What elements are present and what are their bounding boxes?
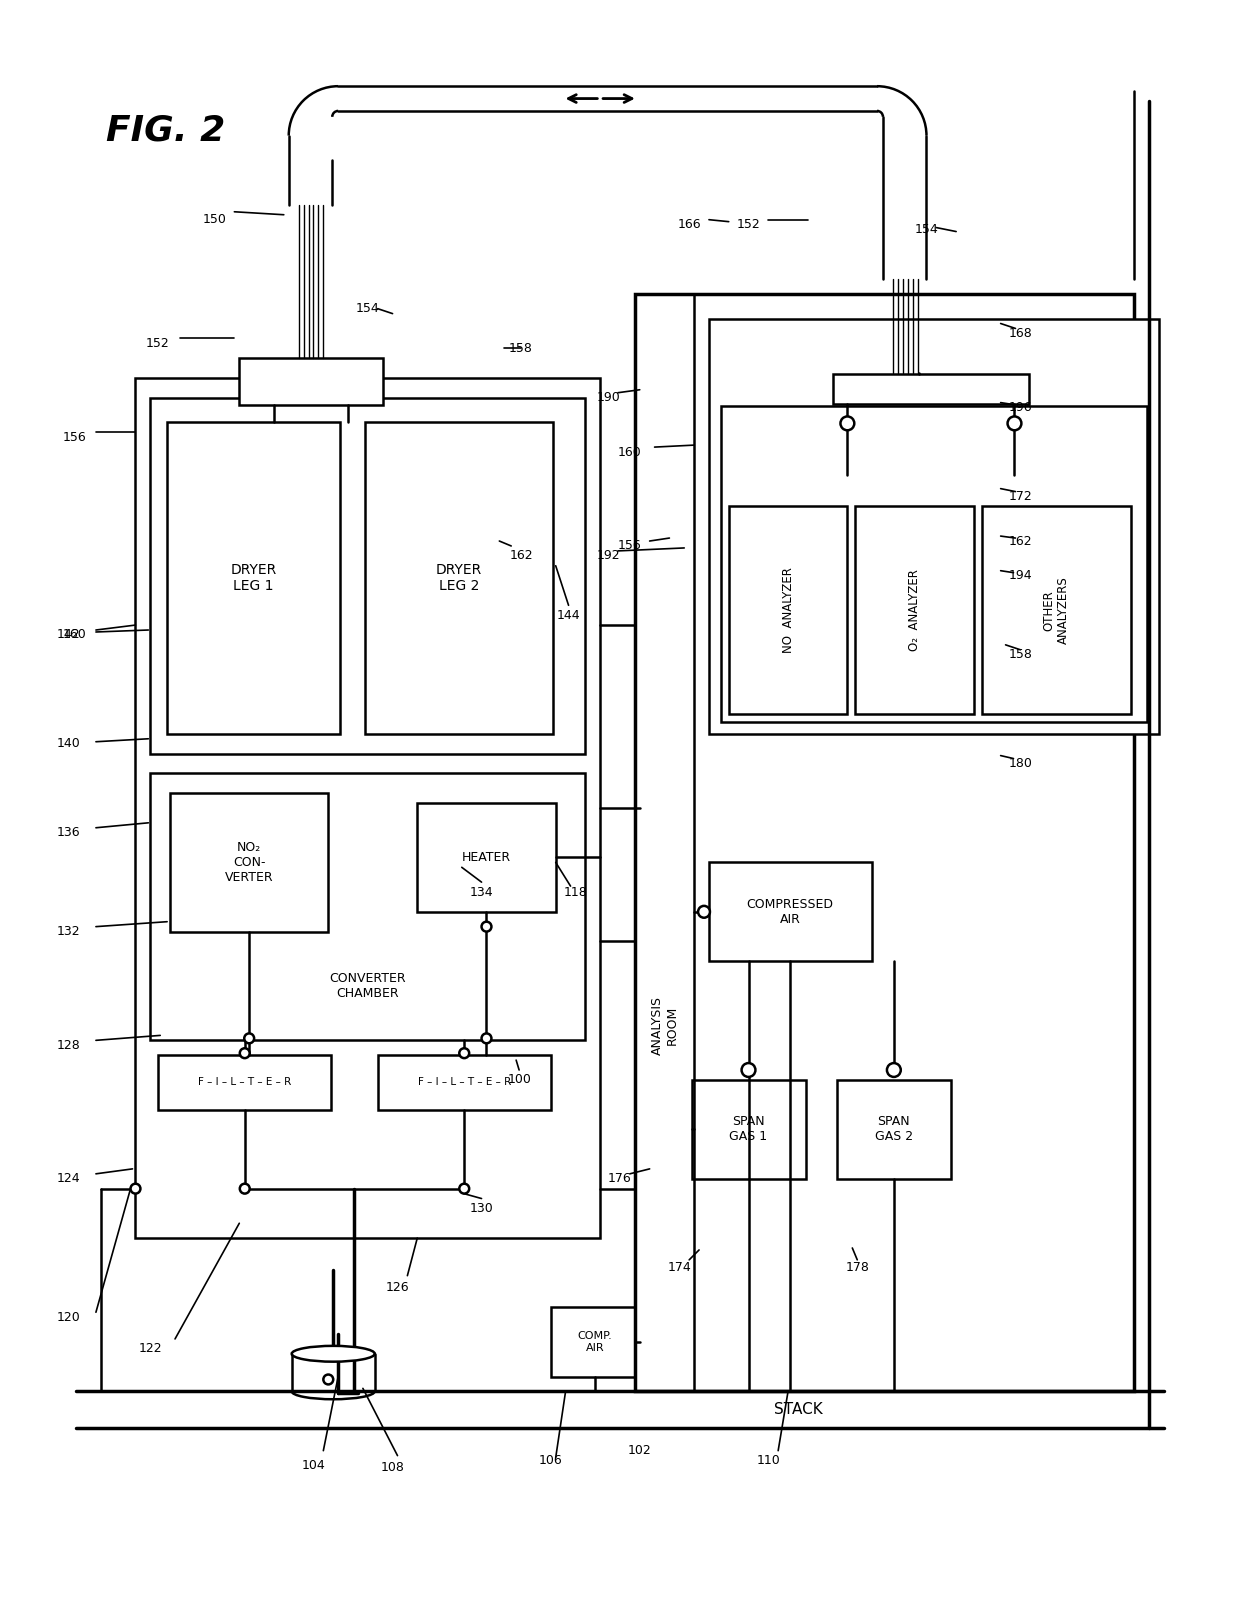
Text: 136: 136 — [57, 826, 80, 839]
Text: F – I – L – T – E – R: F – I – L – T – E – R — [199, 1077, 291, 1087]
Text: 160: 160 — [618, 445, 642, 458]
Text: SPAN
GAS 2: SPAN GAS 2 — [875, 1115, 913, 1144]
Text: O₂  ANALYZER: O₂ ANALYZER — [908, 569, 921, 652]
Text: 154: 154 — [355, 302, 380, 315]
Text: 174: 174 — [668, 1261, 691, 1274]
Bar — [729, 506, 848, 715]
Circle shape — [239, 1184, 249, 1194]
Text: COMPRESSED
AIR: COMPRESSED AIR — [747, 898, 833, 926]
Bar — [151, 398, 585, 753]
Text: 122: 122 — [138, 1342, 162, 1355]
Circle shape — [742, 1063, 755, 1077]
Text: 162: 162 — [510, 550, 533, 563]
Text: 190: 190 — [596, 392, 619, 405]
Circle shape — [840, 416, 854, 431]
Text: HEATER: HEATER — [462, 852, 511, 865]
Circle shape — [131, 1184, 141, 1194]
Text: F – I – L – T – E – R: F – I – L – T – E – R — [417, 1077, 511, 1087]
Bar — [634, 294, 1134, 1392]
Bar — [167, 423, 341, 734]
Text: 168: 168 — [1008, 327, 1033, 340]
Text: NO  ANALYZER: NO ANALYZER — [781, 568, 795, 653]
Text: 130: 130 — [470, 1202, 494, 1215]
Text: 154: 154 — [914, 223, 938, 235]
Text: ANALYSIS
ROOM: ANALYSIS ROOM — [650, 995, 679, 1055]
Text: 120: 120 — [57, 1311, 80, 1324]
Text: 108: 108 — [380, 1461, 405, 1474]
Bar — [982, 506, 1132, 715]
Circle shape — [239, 1048, 249, 1058]
Ellipse shape — [291, 1345, 375, 1361]
Text: DRYER
LEG 1: DRYER LEG 1 — [231, 563, 276, 594]
Text: 106: 106 — [539, 1453, 563, 1468]
Circle shape — [698, 907, 710, 918]
Text: 132: 132 — [57, 926, 80, 939]
Text: 176: 176 — [608, 1173, 632, 1186]
Text: 102: 102 — [628, 1444, 652, 1457]
Bar — [365, 423, 553, 734]
Circle shape — [323, 1374, 333, 1384]
Text: 144: 144 — [557, 608, 580, 621]
Text: 166: 166 — [677, 218, 701, 231]
Text: 150: 150 — [202, 213, 227, 226]
Text: DRYER
LEG 2: DRYER LEG 2 — [436, 563, 482, 594]
Text: 124: 124 — [57, 1173, 80, 1186]
Text: 140: 140 — [57, 737, 80, 750]
Circle shape — [459, 1048, 469, 1058]
Circle shape — [244, 1034, 254, 1044]
Text: 158: 158 — [510, 342, 533, 355]
Circle shape — [481, 1034, 491, 1044]
Text: 134: 134 — [470, 886, 494, 898]
Bar — [550, 1307, 639, 1376]
Bar — [136, 377, 600, 1239]
Circle shape — [459, 1184, 469, 1194]
Bar — [692, 1079, 806, 1179]
Text: COMP.
AIR: COMP. AIR — [578, 1331, 612, 1353]
Circle shape — [481, 921, 491, 932]
Bar — [417, 803, 555, 911]
Bar — [170, 794, 328, 932]
Bar — [158, 1055, 331, 1110]
Text: 160: 160 — [62, 629, 86, 642]
Bar — [710, 318, 1159, 734]
Text: 126: 126 — [386, 1281, 410, 1294]
Text: 194: 194 — [1008, 569, 1032, 582]
Text: 192: 192 — [596, 550, 619, 563]
Circle shape — [1007, 416, 1022, 431]
Text: 158: 158 — [1008, 648, 1033, 661]
Bar — [721, 405, 1146, 723]
Text: 142: 142 — [57, 629, 80, 642]
Text: CONVERTER
CHAMBER: CONVERTER CHAMBER — [329, 973, 406, 1000]
Text: FIG. 2: FIG. 2 — [106, 113, 225, 148]
Text: 128: 128 — [57, 1039, 80, 1052]
Text: 104: 104 — [301, 1460, 326, 1473]
Bar — [855, 506, 974, 715]
Text: SPAN
GAS 1: SPAN GAS 1 — [729, 1115, 768, 1144]
Bar — [833, 374, 1029, 403]
Bar — [378, 1055, 550, 1110]
Text: STACK: STACK — [774, 1402, 822, 1418]
Bar — [151, 773, 585, 1040]
Text: OTHER
ANALYZERS: OTHER ANALYZERS — [1041, 576, 1070, 644]
Bar — [838, 1079, 951, 1179]
Text: 196: 196 — [1008, 402, 1032, 415]
Text: 152: 152 — [737, 218, 760, 231]
Text: 180: 180 — [1008, 756, 1033, 769]
Bar — [710, 863, 872, 961]
Text: 118: 118 — [564, 886, 587, 898]
Text: 156: 156 — [618, 539, 642, 553]
Text: NO₂
CON-
VERTER: NO₂ CON- VERTER — [225, 840, 274, 884]
Text: 100: 100 — [507, 1073, 531, 1087]
Text: 110: 110 — [756, 1453, 780, 1468]
Text: 172: 172 — [1008, 490, 1033, 503]
Text: 178: 178 — [845, 1261, 869, 1274]
Circle shape — [887, 1063, 901, 1077]
Text: 156: 156 — [62, 431, 86, 444]
Text: 152: 152 — [146, 337, 169, 350]
Text: 162: 162 — [1008, 534, 1032, 547]
Bar — [239, 358, 383, 405]
